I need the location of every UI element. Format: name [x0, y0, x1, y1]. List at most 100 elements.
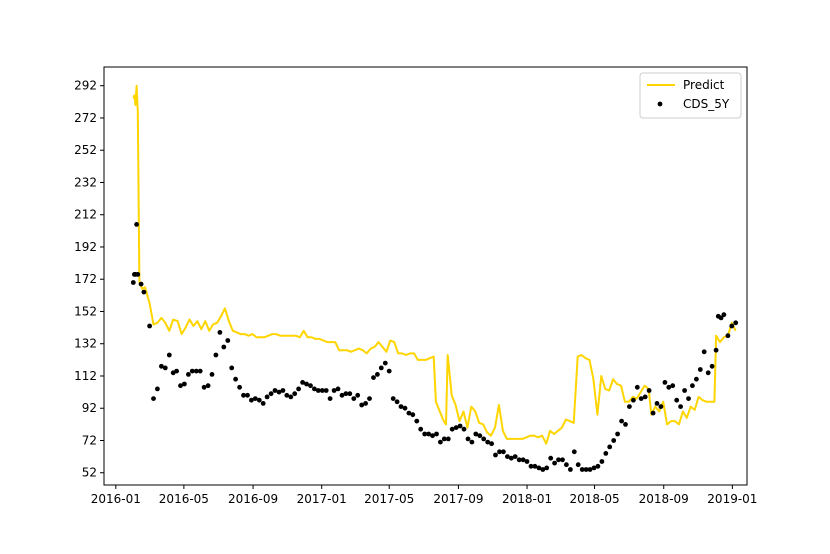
data-point-cds-5y	[264, 394, 270, 400]
data-point-cds-5y	[485, 439, 491, 445]
data-point-cds-5y	[151, 396, 156, 401]
data-point-cds-5y	[599, 459, 605, 464]
data-point-cds-5y	[532, 463, 538, 469]
data-point-cds-5y	[512, 454, 518, 459]
data-point-cds-5y	[375, 372, 380, 377]
data-point-cds-5y	[564, 462, 569, 468]
data-point-cds-5y	[709, 363, 715, 369]
data-point-cds-5y	[493, 452, 498, 458]
data-point-cds-5y	[674, 397, 680, 403]
legend-label: Predict	[683, 78, 725, 92]
data-point-cds-5y	[363, 401, 368, 406]
data-point-cds-5y	[343, 391, 349, 397]
data-point-cds-5y	[193, 368, 199, 374]
y-tick-label: 172	[74, 272, 97, 286]
data-point-cds-5y	[159, 363, 164, 369]
data-point-cds-5y	[268, 391, 274, 397]
data-point-cds-5y	[540, 467, 546, 472]
data-point-cds-5y	[556, 457, 561, 463]
data-point-cds-5y	[315, 388, 321, 393]
data-point-cds-5y	[390, 396, 396, 401]
data-point-cds-5y	[670, 383, 676, 389]
data-point-cds-5y	[666, 384, 672, 390]
y-tick-label: 52	[82, 466, 97, 480]
data-point-cds-5y	[130, 280, 136, 285]
data-point-cds-5y	[430, 433, 435, 439]
data-point-cds-5y	[646, 388, 652, 393]
data-point-cds-5y	[623, 422, 628, 427]
data-point-cds-5y	[627, 404, 632, 409]
data-point-cds-5y	[252, 396, 258, 401]
y-tick-label: 92	[82, 401, 97, 415]
data-point-cds-5y	[571, 449, 577, 455]
x-tick-label: 2016-09	[228, 492, 278, 506]
y-tick-label: 72	[82, 433, 97, 447]
data-point-cds-5y	[304, 381, 309, 387]
data-point-cds-5y	[536, 465, 542, 471]
data-point-cds-5y	[524, 459, 530, 464]
data-point-cds-5y	[308, 383, 313, 389]
data-point-cds-5y	[138, 281, 144, 287]
data-point-cds-5y	[339, 392, 345, 398]
data-point-cds-5y	[497, 449, 502, 455]
data-point-cds-5y	[186, 372, 191, 377]
data-point-cds-5y	[658, 404, 664, 409]
data-point-cds-5y	[205, 383, 211, 389]
data-point-cds-5y	[135, 272, 141, 277]
data-point-cds-5y	[233, 376, 239, 382]
data-point-cds-5y	[445, 436, 451, 442]
data-point-cds-5y	[213, 352, 219, 358]
data-point-cds-5y	[642, 394, 648, 400]
data-point-cds-5y	[296, 386, 301, 392]
data-point-cds-5y	[410, 412, 416, 418]
data-point-cds-5y	[434, 431, 439, 437]
data-point-cds-5y	[134, 222, 140, 227]
data-point-cds-5y	[292, 391, 298, 397]
data-point-cds-5y	[686, 396, 691, 401]
data-point-cds-5y	[280, 388, 286, 393]
data-point-cds-5y	[367, 396, 372, 401]
data-point-cds-5y	[276, 389, 282, 395]
data-point-cds-5y	[441, 436, 447, 442]
data-point-cds-5y	[288, 394, 294, 400]
data-point-cds-5y	[331, 388, 337, 393]
y-tick-label: 272	[74, 111, 97, 125]
y-tick-label: 112	[74, 369, 97, 383]
data-point-cds-5y	[528, 463, 534, 469]
data-point-cds-5y	[560, 457, 565, 463]
data-point-cds-5y	[579, 467, 585, 472]
data-point-cds-5y	[418, 426, 424, 432]
data-point-cds-5y	[461, 426, 467, 432]
data-point-cds-5y	[607, 444, 613, 450]
data-point-cds-5y	[457, 423, 463, 429]
data-point-cds-5y	[473, 431, 479, 437]
data-point-cds-5y	[477, 433, 483, 439]
data-point-cds-5y	[245, 392, 250, 398]
data-point-cds-5y	[615, 431, 620, 437]
y-tick-label: 212	[74, 208, 97, 222]
legend-label: CDS_5Y	[683, 97, 730, 111]
data-point-cds-5y	[587, 467, 593, 472]
data-point-cds-5y	[619, 418, 624, 424]
data-point-cds-5y	[272, 388, 278, 393]
data-point-cds-5y	[654, 401, 660, 406]
data-point-cds-5y	[174, 368, 180, 374]
data-point-cds-5y	[501, 449, 506, 455]
y-tick-label: 192	[74, 240, 97, 254]
data-point-cds-5y	[489, 441, 494, 447]
data-point-cds-5y	[697, 367, 703, 372]
data-point-cds-5y	[256, 397, 262, 403]
data-point-cds-5y	[398, 404, 404, 409]
data-point-cds-5y	[465, 436, 471, 442]
data-point-cds-5y	[634, 384, 640, 390]
x-tick-label: 2018-01	[502, 492, 552, 506]
data-point-cds-5y	[481, 436, 487, 442]
data-point-cds-5y	[678, 404, 683, 409]
axes-frame	[103, 66, 748, 486]
y-axis: 52 72 92 112 132 152 172 192 212 232 252 272 292	[74, 79, 104, 480]
data-point-cds-5y	[351, 396, 357, 401]
x-tick-label: 2016-01	[91, 492, 141, 506]
data-point-cds-5y	[141, 289, 147, 295]
y-tick-label: 252	[74, 143, 97, 157]
data-point-cds-5y	[300, 380, 305, 385]
